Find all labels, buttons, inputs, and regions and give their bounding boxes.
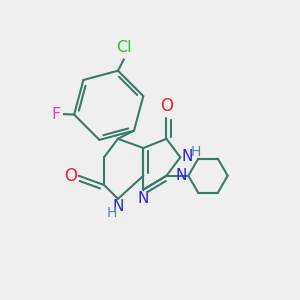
Text: N: N xyxy=(138,191,149,206)
Text: F: F xyxy=(52,106,61,122)
Text: N: N xyxy=(181,149,192,164)
Text: Cl: Cl xyxy=(116,40,132,56)
Text: O: O xyxy=(160,97,173,115)
Text: H: H xyxy=(106,206,117,220)
Text: N: N xyxy=(176,168,187,183)
Text: N: N xyxy=(113,199,124,214)
Text: O: O xyxy=(64,167,77,185)
Text: H: H xyxy=(190,145,201,159)
